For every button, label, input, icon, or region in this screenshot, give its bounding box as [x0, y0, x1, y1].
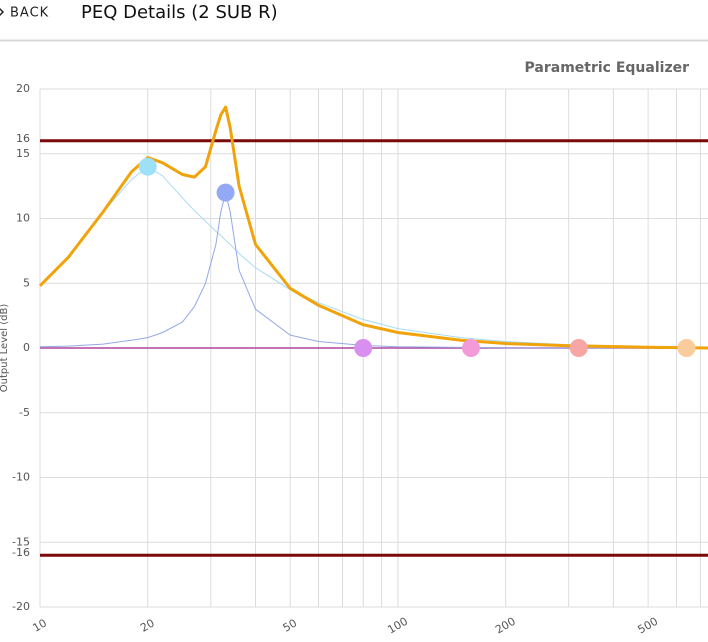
limit-label: 16 [16, 132, 30, 145]
y-tick-label: -5 [19, 406, 30, 419]
y-axis-label: Output Level (dB) [0, 304, 10, 393]
x-tick-label: 50 [281, 616, 300, 634]
filter-handle[interactable] [216, 183, 235, 202]
eq-curve [39, 192, 708, 349]
x-tick-label: 500 [636, 615, 661, 637]
y-tick-label: 10 [16, 212, 30, 225]
y-tick-label: -10 [12, 471, 30, 484]
y-tick-label: 5 [23, 276, 30, 289]
header-bar [0, 0, 708, 40]
filter-handle[interactable] [677, 339, 696, 357]
y-tick-label: 0 [23, 341, 30, 354]
chart-title: Parametric Equalizer [525, 60, 690, 76]
eq-curve [38, 105, 708, 350]
x-tick-label: 20 [138, 616, 157, 634]
back-button[interactable]: BACK [10, 6, 49, 21]
page-title: PEQ Details (2 SUB R) [81, 2, 278, 23]
filter-handle[interactable] [138, 157, 157, 176]
x-tick-label: 100 [385, 615, 410, 637]
filter-handle[interactable] [569, 339, 588, 357]
x-tick-label: 10 [30, 616, 49, 634]
y-tick-label: 15 [16, 147, 30, 160]
eq-curve [39, 166, 708, 348]
y-tick-label: -15 [12, 535, 30, 548]
x-tick-label: 200 [493, 615, 518, 637]
back-chevron[interactable] [0, 6, 5, 18]
y-tick-label: -20 [12, 600, 30, 613]
filter-handle[interactable] [461, 339, 480, 357]
limit-label: -16 [12, 546, 30, 559]
filter-handle[interactable] [354, 339, 373, 357]
y-tick-label: 20 [16, 82, 30, 95]
